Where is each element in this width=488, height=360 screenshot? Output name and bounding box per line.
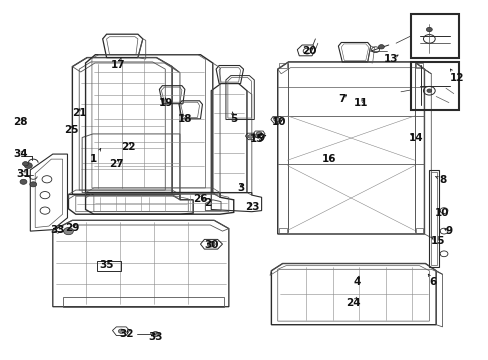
Text: 34: 34 [13, 149, 28, 159]
Text: 28: 28 [13, 117, 28, 127]
Text: 31: 31 [16, 168, 31, 179]
Text: 18: 18 [177, 114, 192, 124]
Text: 22: 22 [121, 142, 135, 152]
Text: 29: 29 [65, 222, 80, 233]
Text: 16: 16 [321, 154, 335, 164]
Bar [278, 63, 286, 68]
Text: 10: 10 [434, 208, 449, 218]
Circle shape [118, 329, 124, 333]
Text: 19: 19 [159, 98, 173, 108]
Text: 26: 26 [193, 194, 207, 204]
Circle shape [426, 89, 431, 93]
Circle shape [24, 163, 32, 168]
Text: 15: 15 [249, 134, 264, 144]
Text: 25: 25 [64, 125, 79, 135]
Bar [415, 228, 423, 233]
Text: 1: 1 [90, 154, 97, 164]
Text: 27: 27 [109, 159, 123, 169]
Circle shape [30, 182, 37, 187]
Text: 8: 8 [438, 175, 445, 185]
Text: 15: 15 [429, 236, 444, 246]
Text: 12: 12 [449, 73, 464, 84]
Text: 4: 4 [352, 276, 360, 287]
Text: 33: 33 [148, 332, 163, 342]
Text: 30: 30 [203, 240, 218, 250]
Text: 9: 9 [445, 226, 451, 236]
Text: 14: 14 [407, 132, 422, 143]
Circle shape [256, 132, 262, 136]
Circle shape [378, 45, 384, 49]
Text: 33: 33 [50, 225, 65, 235]
Circle shape [20, 179, 27, 184]
Text: 6: 6 [428, 276, 435, 287]
Text: 23: 23 [244, 202, 259, 212]
Text: 13: 13 [383, 54, 398, 64]
Text: 24: 24 [345, 298, 360, 308]
Text: 21: 21 [72, 108, 86, 118]
Text: 7: 7 [338, 94, 346, 104]
Bar [278, 228, 286, 233]
Bar [415, 63, 423, 68]
Circle shape [247, 135, 252, 138]
Text: 35: 35 [99, 260, 114, 270]
Circle shape [273, 117, 279, 122]
Text: 9: 9 [257, 132, 264, 143]
Text: 2: 2 [204, 198, 211, 208]
Text: 17: 17 [111, 60, 125, 70]
Circle shape [22, 162, 28, 166]
Text: 11: 11 [353, 98, 367, 108]
Circle shape [207, 241, 215, 247]
Text: 20: 20 [301, 46, 316, 56]
Circle shape [152, 332, 159, 337]
Circle shape [426, 27, 431, 32]
Text: 32: 32 [119, 329, 133, 339]
Text: 10: 10 [271, 117, 285, 127]
Text: 3: 3 [237, 183, 244, 193]
Text: 5: 5 [230, 114, 237, 124]
Circle shape [63, 228, 73, 235]
